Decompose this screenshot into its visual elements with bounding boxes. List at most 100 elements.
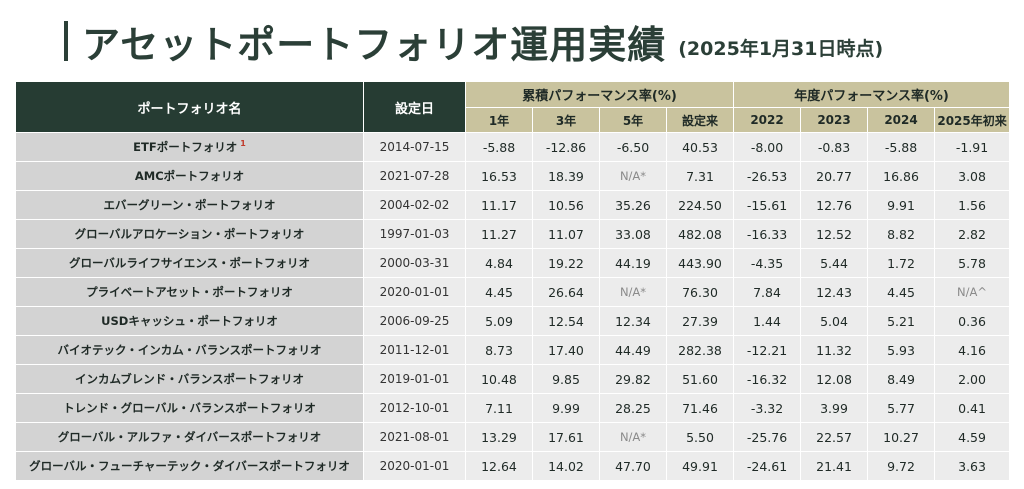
start-date-cell: 2006-09-25 [364, 307, 466, 336]
performance-value-cell: 10.27 [868, 423, 936, 452]
start-date-cell: 2021-07-28 [364, 162, 466, 191]
page-title: アセットポートフォリオ運用実績 [82, 22, 667, 67]
header-cumulative-performance: 累積パフォーマンス率(%) [466, 82, 735, 108]
performance-value-cell: 9.91 [868, 191, 936, 220]
performance-value-cell: 4.16 [935, 336, 1011, 365]
performance-value-cell: 28.25 [600, 394, 667, 423]
performance-value-cell: 5.09 [466, 307, 533, 336]
portfolio-name-cell: プライベートアセット・ポートフォリオ [16, 278, 364, 307]
table-body: ETFポートフォリオ 1 2014-07-15 -5.88 -12.86 -6.50 40.… [16, 133, 1011, 481]
performance-value-cell: 5.77 [868, 394, 936, 423]
header-col-2022: 2022 [734, 108, 802, 133]
performance-value-cell: 482.08 [667, 220, 735, 249]
performance-value-cell: 13.29 [466, 423, 533, 452]
header-col-since-inception: 設定来 [667, 108, 735, 133]
performance-value-cell: 3.08 [935, 162, 1011, 191]
page-subtitle: (2025年1月31日時点) [678, 37, 884, 60]
table-row: AMCポートフォリオ 2021-07-28 16.53 18.39 N/A* 7.31 -2… [16, 162, 1011, 191]
performance-value-cell: -1.91 [935, 133, 1011, 162]
performance-value-cell: 9.72 [868, 452, 936, 481]
portfolio-name-cell: バイオテック・インカム・バランスポートフォリオ [16, 336, 364, 365]
performance-value-cell: 5.44 [801, 249, 869, 278]
performance-value-cell: 1.72 [868, 249, 936, 278]
table-row: エバーグリーン・ポートフォリオ 2004-02-02 11.17 10.56 35.26… [16, 191, 1011, 220]
table-row: USDキャッシュ・ポートフォリオ 2006-09-25 5.09 12.54 12.34… [16, 307, 1011, 336]
portfolio-name-cell: グローバルライフサイエンス・ポートフォリオ [16, 249, 364, 278]
performance-value-cell: 3.99 [801, 394, 869, 423]
performance-value-cell: 8.49 [868, 365, 936, 394]
performance-value-cell: 0.36 [935, 307, 1011, 336]
performance-value-cell: 9.85 [533, 365, 600, 394]
performance-value-cell: 11.27 [466, 220, 533, 249]
start-date-cell: 2020-01-01 [364, 278, 466, 307]
performance-value-cell: 16.53 [466, 162, 533, 191]
start-date-cell: 1997-01-03 [364, 220, 466, 249]
performance-value-cell: 4.59 [935, 423, 1011, 452]
performance-value-cell: -25.76 [734, 423, 802, 452]
header-portfolio-name: ポートフォリオ名 [16, 82, 364, 133]
table-row: プライベートアセット・ポートフォリオ 2020-01-01 4.45 26.64 N/A… [16, 278, 1011, 307]
portfolio-name: グローバル・アルファ・ダイバースポートフォリオ [57, 430, 322, 444]
performance-value-cell: 3.63 [935, 452, 1011, 481]
performance-value-cell: 11.07 [533, 220, 600, 249]
portfolio-name: エバーグリーン・ポートフォリオ [103, 198, 276, 212]
performance-value-cell: N/A^ [935, 278, 1011, 307]
performance-value-cell: -15.61 [734, 191, 802, 220]
start-date-cell: 2019-01-01 [364, 365, 466, 394]
performance-value-cell: 18.39 [533, 162, 600, 191]
performance-value-cell: 4.45 [466, 278, 533, 307]
performance-value-cell: -16.33 [734, 220, 802, 249]
performance-value-cell: 0.41 [935, 394, 1011, 423]
portfolio-name: グローバルアロケーション・ポートフォリオ [74, 227, 305, 241]
performance-value-cell: 9.99 [533, 394, 600, 423]
table-row: ETFポートフォリオ 1 2014-07-15 -5.88 -12.86 -6.50 40.… [16, 133, 1011, 162]
performance-value-cell: 47.70 [600, 452, 667, 481]
performance-value-cell: -16.32 [734, 365, 802, 394]
footnote-marker: 1 [240, 139, 246, 149]
performance-table: ポートフォリオ名 設定日 累積パフォーマンス率(%) 年度パフォーマンス率(%)… [16, 82, 1011, 481]
performance-value-cell: 12.52 [801, 220, 869, 249]
performance-value-cell: 12.43 [801, 278, 869, 307]
performance-value-cell: N/A* [600, 162, 667, 191]
portfolio-name: グローバルライフサイエンス・ポートフォリオ [68, 256, 311, 270]
performance-value-cell: 4.84 [466, 249, 533, 278]
performance-value-cell: 40.53 [667, 133, 735, 162]
performance-value-cell: 33.08 [600, 220, 667, 249]
performance-value-cell: 22.57 [801, 423, 869, 452]
table-row: インカムブレンド・バランスポートフォリオ 2019-01-01 10.48 9.85 2… [16, 365, 1011, 394]
performance-value-cell: 224.50 [667, 191, 735, 220]
portfolio-name: ETFポートフォリオ [133, 140, 238, 154]
performance-value-cell: 17.61 [533, 423, 600, 452]
table-row: グローバルアロケーション・ポートフォリオ 1997-01-03 11.27 11.07… [16, 220, 1011, 249]
portfolio-name-cell: AMCポートフォリオ [16, 162, 364, 191]
performance-value-cell: 21.41 [801, 452, 869, 481]
performance-value-cell: 76.30 [667, 278, 735, 307]
performance-value-cell: 5.04 [801, 307, 869, 336]
header-col-3y: 3年 [533, 108, 600, 133]
header-col-1y: 1年 [466, 108, 533, 133]
performance-value-cell: 5.50 [667, 423, 735, 452]
portfolio-name-cell: トレンド・グローバル・バランスポートフォリオ [16, 394, 364, 423]
portfolio-name-cell: グローバル・フューチャーテック・ダイバースポートフォリオ [16, 452, 364, 481]
performance-value-cell: -6.50 [600, 133, 667, 162]
performance-value-cell: 5.21 [868, 307, 936, 336]
start-date-cell: 2020-01-01 [364, 452, 466, 481]
performance-value-cell: 20.77 [801, 162, 869, 191]
header-col-2025-ytd: 2025年初来 [935, 108, 1011, 133]
performance-value-cell: -26.53 [734, 162, 802, 191]
start-date-cell: 2021-08-01 [364, 423, 466, 452]
portfolio-name-cell: グローバルアロケーション・ポートフォリオ [16, 220, 364, 249]
performance-value-cell: -12.86 [533, 133, 600, 162]
header-col-2023: 2023 [801, 108, 869, 133]
performance-value-cell: 282.38 [667, 336, 735, 365]
start-date-cell: 2014-07-15 [364, 133, 466, 162]
portfolio-name: USDキャッシュ・ポートフォリオ [101, 314, 278, 328]
portfolio-name-cell: インカムブレンド・バランスポートフォリオ [16, 365, 364, 394]
performance-value-cell: 12.08 [801, 365, 869, 394]
portfolio-name: プライベートアセット・ポートフォリオ [86, 285, 293, 299]
performance-value-cell: -3.32 [734, 394, 802, 423]
performance-value-cell: 11.17 [466, 191, 533, 220]
header-start-date: 設定日 [364, 82, 466, 133]
performance-value-cell: N/A* [600, 278, 667, 307]
portfolio-name-cell: USDキャッシュ・ポートフォリオ [16, 307, 364, 336]
